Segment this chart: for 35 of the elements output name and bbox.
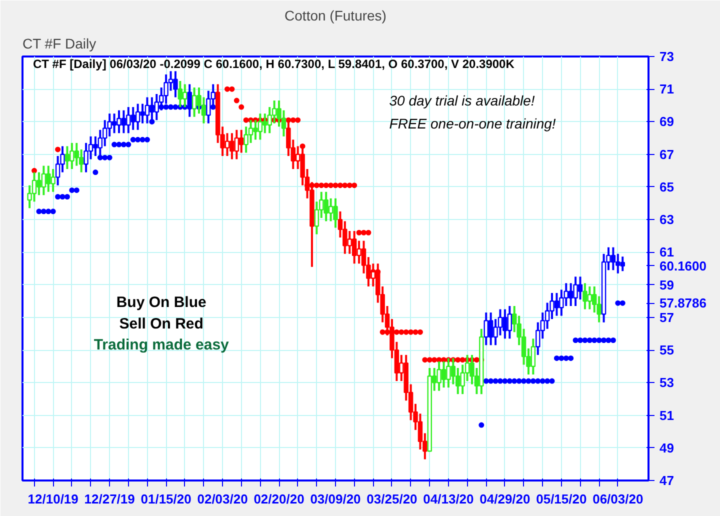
x-tick-label: 05/15/20: [536, 492, 587, 506]
y-tick-label: 69: [660, 114, 674, 130]
y-tick-label: 67: [660, 146, 674, 162]
y-tick-label: 51: [660, 408, 674, 423]
x-tick-label: 02/03/20: [197, 492, 248, 506]
y-tick-label: 65: [660, 179, 674, 194]
y-tick-label: 49: [660, 440, 674, 456]
annotation: 30 day trial is available!: [389, 92, 535, 109]
x-tick-label: 01/15/20: [140, 492, 192, 506]
y-tick-label: 60.1600: [660, 258, 706, 274]
y-tick-label: 71: [660, 82, 674, 97]
annotation: CT #F [Daily] 06/03/20 -0.2099 C 60.1600, H 60.7300, L 59.8401, O 60.3700, V 20.3900K: [32, 56, 515, 71]
annotation: Trading made easy: [94, 336, 230, 354]
y-tick-label: 73: [660, 49, 674, 64]
x-tick-label: 04/29/20: [480, 492, 530, 506]
x-tick-label: 03/25/20: [366, 492, 418, 506]
y-tick-label: 55: [660, 342, 674, 358]
annotation: FREE one-on-one training!: [389, 115, 556, 132]
x-tick-label: 04/13/20: [423, 492, 474, 506]
y-tick-label: 47: [660, 473, 674, 488]
x-tick-label: 12/27/19: [84, 492, 135, 506]
y-tick-label: 59: [660, 277, 674, 292]
chart-title: Cotton (Futures): [284, 8, 386, 24]
annotation: Buy On Blue: [116, 294, 206, 312]
y-tick-label: 63: [660, 212, 674, 228]
x-tick-label: 02/20/20: [254, 492, 304, 506]
x-tick-label: 03/09/20: [310, 492, 361, 506]
y-tick-label: 53: [660, 375, 674, 390]
y-tick-label: 57.8786: [660, 296, 706, 311]
y-tick-label: 57: [660, 310, 674, 325]
y-tick-label: 61: [660, 244, 674, 260]
annotation: Sell On Red: [119, 315, 204, 332]
x-tick-label: 12/10/19: [28, 492, 78, 506]
chart-subtitle: CT #F Daily: [22, 36, 96, 52]
x-tick-label: 06/03/20: [592, 492, 644, 506]
